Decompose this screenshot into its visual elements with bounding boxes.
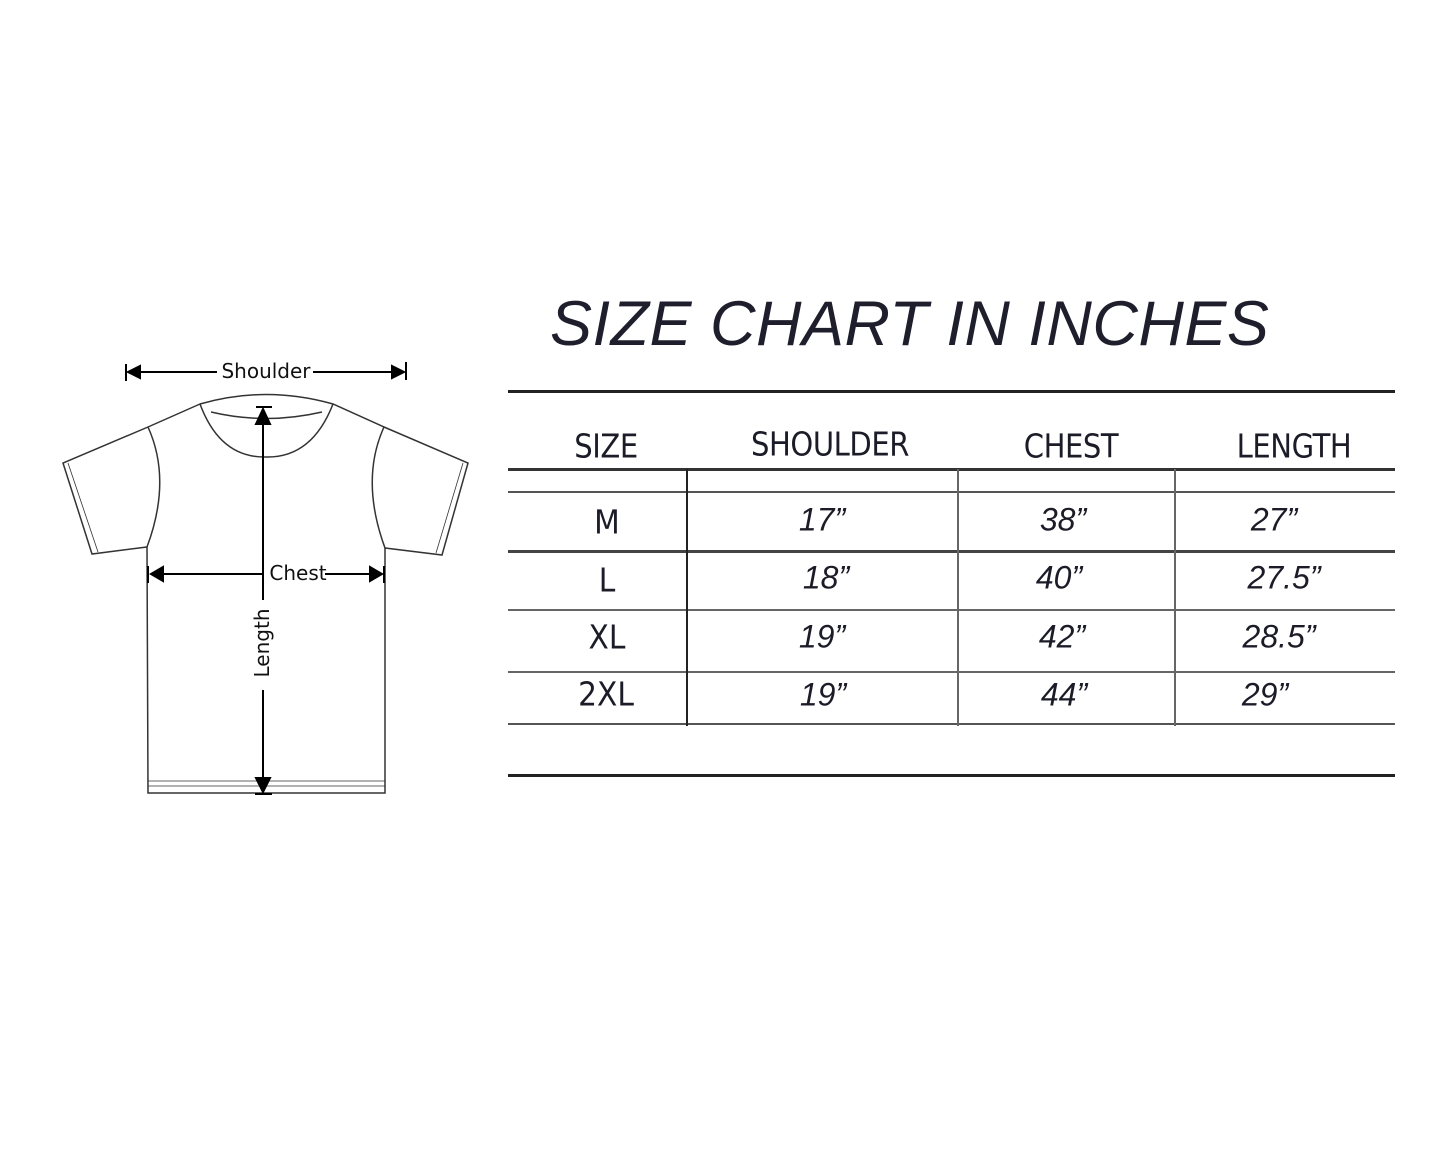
row-rule bbox=[508, 491, 1395, 493]
row-rule bbox=[508, 550, 1395, 553]
shoulder-cell: 17” bbox=[798, 501, 846, 538]
chest-cell: 44” bbox=[1040, 676, 1088, 713]
header-shoulder: SHOULDER bbox=[751, 424, 909, 464]
shoulder-cell: 19” bbox=[799, 676, 847, 713]
column-divider bbox=[1174, 469, 1176, 726]
column-divider bbox=[686, 469, 688, 726]
length-cell: 27.5” bbox=[1247, 559, 1321, 596]
row-rule bbox=[508, 609, 1395, 611]
shoulder-cell: 19” bbox=[798, 618, 846, 655]
tshirt-outline bbox=[62, 393, 469, 794]
chest-cell: 38” bbox=[1039, 501, 1087, 538]
header-chest: CHEST bbox=[1023, 426, 1119, 466]
header-size: SIZE bbox=[574, 426, 638, 466]
chest-label: Chest bbox=[269, 561, 326, 585]
row-rule bbox=[508, 671, 1395, 673]
size-cell: L bbox=[598, 560, 616, 600]
size-cell: M bbox=[594, 502, 620, 542]
shoulder-cell: 18” bbox=[802, 559, 850, 596]
length-arrow bbox=[254, 406, 272, 795]
chest-cell: 42” bbox=[1038, 618, 1086, 655]
size-cell: 2XL bbox=[578, 674, 634, 714]
column-divider bbox=[957, 469, 959, 726]
row-rule bbox=[508, 723, 1395, 725]
length-cell: 28.5” bbox=[1242, 618, 1316, 655]
size-cell: XL bbox=[588, 617, 626, 657]
table-bottom-rule bbox=[508, 774, 1395, 777]
chest-arrow bbox=[147, 565, 385, 583]
chest-cell: 40” bbox=[1035, 559, 1083, 596]
page-title: SIZE CHART IN INCHES bbox=[550, 289, 1270, 359]
shoulder-arrow bbox=[125, 362, 407, 381]
length-cell: 29” bbox=[1241, 676, 1289, 713]
header-length: LENGTH bbox=[1236, 426, 1352, 466]
shoulder-label: Shoulder bbox=[221, 359, 311, 383]
length-label: Length bbox=[250, 609, 274, 678]
length-cell: 27” bbox=[1250, 501, 1298, 538]
table-top-rule bbox=[508, 390, 1395, 393]
header-rule bbox=[508, 468, 1395, 471]
